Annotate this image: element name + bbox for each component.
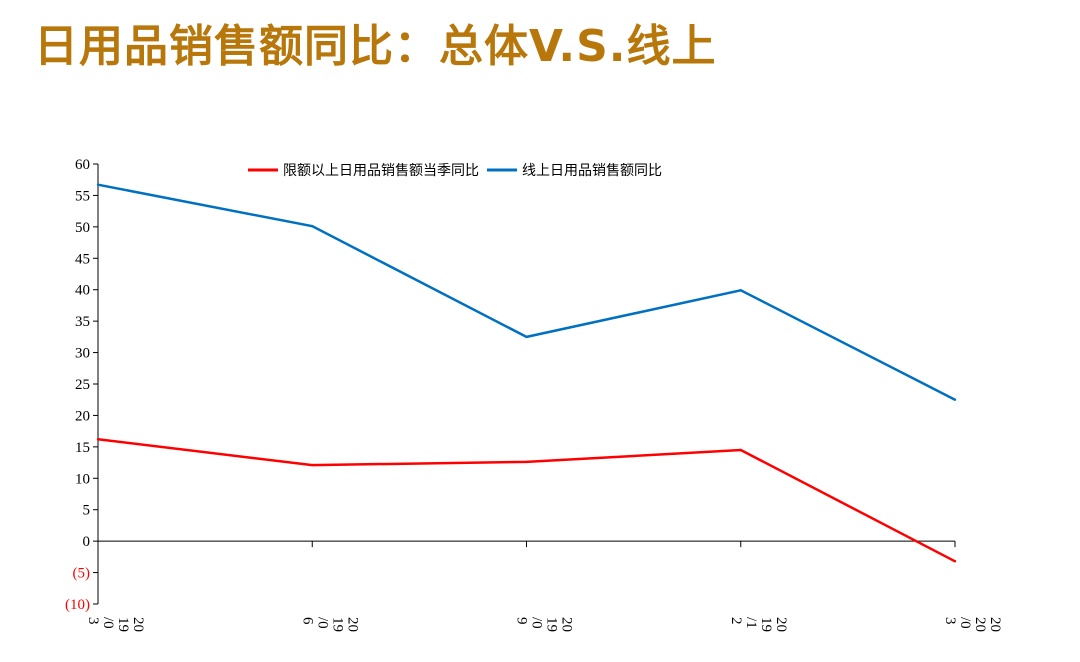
x-tick-label-line: 20 — [773, 617, 789, 632]
x-tick-label-line: 20 — [130, 617, 146, 632]
data-point — [739, 289, 742, 292]
data-point — [953, 398, 957, 401]
x-tick-label-line: 19 — [329, 617, 345, 632]
data-point — [311, 463, 314, 467]
x-tick-label-line: /0 — [314, 617, 330, 629]
x-tick-label-line: 20 — [987, 617, 1003, 632]
x-tick-label-line: 2 — [728, 617, 744, 625]
y-tick-label: 10 — [75, 471, 90, 487]
chart-series — [96, 183, 957, 563]
y-tick-label: (10) — [65, 597, 90, 613]
y-tick-label: 15 — [75, 440, 90, 456]
y-tick-label: 25 — [75, 377, 90, 393]
y-tick-label: 45 — [75, 251, 90, 267]
data-point — [525, 460, 528, 464]
x-tick-label-line: /0 — [529, 617, 545, 629]
x-tick-label-line: 20 — [344, 617, 360, 632]
x-tick-label-line: 6 — [299, 617, 315, 625]
x-tick-label-line: 19 — [544, 617, 560, 632]
x-tick-label-line: 3 — [85, 617, 101, 625]
data-point — [311, 225, 314, 228]
x-tick-label-line: 20 — [559, 617, 575, 632]
legend-label-1: 限额以上日用品销售额当季同比 — [283, 163, 479, 179]
data-point — [96, 183, 100, 186]
y-tick-label: 40 — [75, 283, 90, 299]
y-tick-label: 60 — [75, 157, 90, 173]
data-point — [953, 560, 957, 563]
slide-title: 日用品销售额同比：总体V.S.线上 — [34, 21, 717, 72]
y-tick-label: 30 — [75, 346, 90, 362]
y-tick-label: 35 — [75, 314, 90, 330]
series-line-2 — [97, 183, 956, 401]
data-point — [96, 438, 100, 441]
x-tick-label-line: 9 — [514, 617, 530, 625]
chart-legend: 限额以上日用品销售额当季同比 线上日用品销售额同比 — [248, 163, 662, 179]
data-point — [739, 448, 742, 452]
y-tick-label: 0 — [83, 534, 91, 550]
y-tick-label: 50 — [75, 220, 90, 236]
x-tick-label-line: 19 — [758, 617, 774, 632]
y-tick-label: 5 — [83, 503, 91, 519]
legend-label-2: 线上日用品销售额同比 — [522, 163, 662, 179]
x-tick-label-line: /1 — [743, 617, 759, 629]
x-tick-label-line: /0 — [100, 617, 116, 629]
y-tick-label: (5) — [73, 566, 91, 582]
data-point — [525, 335, 528, 339]
x-tick-label-line: 3 — [942, 617, 958, 625]
y-tick-label: 20 — [75, 408, 90, 424]
y-tick-label: 55 — [75, 188, 90, 204]
x-tick-label-line: 19 — [115, 617, 131, 632]
x-tick-label-line: /0 — [957, 617, 973, 629]
x-tick-label-line: 20 — [972, 617, 988, 632]
